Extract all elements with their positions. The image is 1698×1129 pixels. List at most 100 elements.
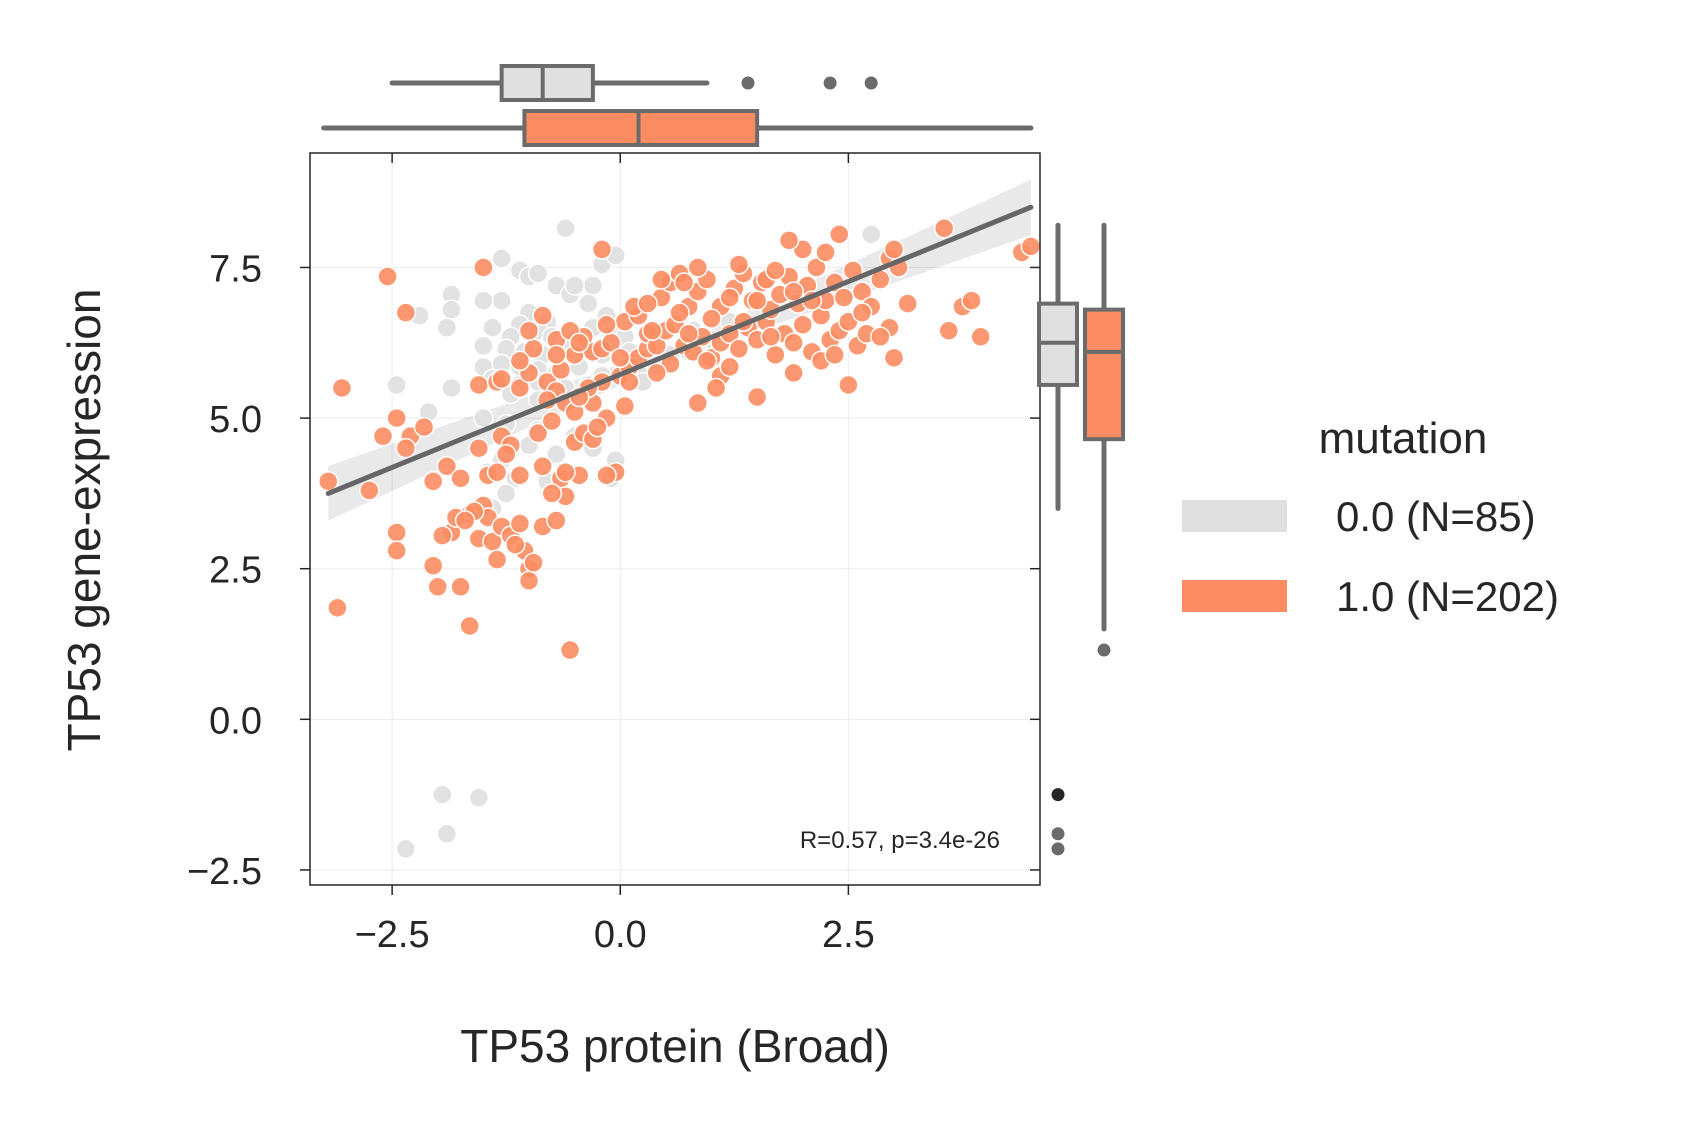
scatter-point xyxy=(436,456,458,477)
scatter-point xyxy=(719,287,740,308)
scatter-point xyxy=(523,552,544,573)
legend-label-mutation-0: 0.0 (N=85) xyxy=(1336,493,1536,540)
scatter-point xyxy=(450,576,471,598)
scatter-point xyxy=(851,281,873,302)
scatter-point xyxy=(760,326,782,348)
scatter-point xyxy=(578,293,599,314)
correlation-annotation: R=0.57, p=3.4e-26 xyxy=(800,827,1000,854)
scatter-point xyxy=(427,576,448,598)
scatter-point xyxy=(970,326,991,348)
scatter-point xyxy=(505,534,526,555)
scatter-point xyxy=(705,377,727,399)
series-points-mutation-1 xyxy=(318,218,1042,661)
scatter-point xyxy=(696,350,718,372)
legend-label-mutation-1: 1.0 (N=202) xyxy=(1336,573,1559,620)
scatter-point xyxy=(413,416,435,438)
x-box xyxy=(499,64,595,102)
scatter-point xyxy=(331,377,353,399)
scatter-point xyxy=(778,230,800,251)
scatter-point xyxy=(527,263,549,284)
legend: mutation 0.0 (N=85) 1.0 (N=202) xyxy=(1182,414,1559,620)
scatter-point xyxy=(432,784,453,805)
scatter-point xyxy=(651,269,672,290)
x-box-outlier xyxy=(741,76,755,90)
x-marginal-boxplots xyxy=(321,64,1034,147)
scatter-point xyxy=(546,510,567,531)
scatter-point xyxy=(806,257,827,278)
legend-swatch-mutation-1 xyxy=(1182,580,1287,612)
x-tick-label: 2.5 xyxy=(822,914,875,956)
scatter-point xyxy=(596,465,617,486)
scatter-point xyxy=(829,224,850,245)
scatter-point xyxy=(568,332,590,354)
scatter-point xyxy=(559,639,581,661)
scatter-point xyxy=(450,468,471,489)
regression-line xyxy=(325,204,1034,496)
regression-line-path xyxy=(325,204,1034,496)
scatter-point xyxy=(1020,236,1042,257)
scatter-point xyxy=(441,299,462,320)
scatter-point xyxy=(746,386,768,408)
scatter-point xyxy=(386,407,407,429)
scatter-point xyxy=(491,290,512,311)
scatter-plot-area: −2.5 0.0 2.5 −2.5 0.0 2.5 5.0 7.5 R=0.57, p=3.… xyxy=(187,152,1042,956)
y-box-outlier xyxy=(1051,788,1065,802)
scatter-point xyxy=(824,344,845,366)
scatter-point xyxy=(783,332,804,354)
scatter-point xyxy=(532,305,553,326)
legend-swatch-mutation-0 xyxy=(1182,500,1287,532)
scatter-point xyxy=(546,344,567,366)
scatter-point xyxy=(518,320,540,341)
scatter-point xyxy=(527,422,549,444)
scatter-point xyxy=(687,257,709,278)
scatter-point xyxy=(491,368,512,390)
x-box xyxy=(522,109,760,147)
scatter-point xyxy=(792,314,813,335)
scatter-point xyxy=(432,525,453,546)
y-box xyxy=(1083,307,1125,442)
scatter-point xyxy=(468,374,490,396)
scatter-point xyxy=(327,597,348,619)
y-tick-label: 0.0 xyxy=(209,700,262,742)
scatter-point xyxy=(422,471,444,492)
scatter-point xyxy=(359,480,380,501)
scatter-point xyxy=(833,287,855,308)
scatter-point xyxy=(441,377,462,399)
scatter-point xyxy=(468,437,490,459)
scatter-point xyxy=(564,275,585,296)
scatter-point xyxy=(486,549,508,570)
scatter-point xyxy=(870,326,891,348)
scatter-point xyxy=(883,239,905,260)
scatter-point xyxy=(491,248,512,269)
scatter-point xyxy=(687,392,709,414)
y-tick-label: 2.5 xyxy=(209,550,262,592)
scatter-point xyxy=(436,317,458,338)
scatter-point xyxy=(372,425,394,447)
y-marginal-boxplots xyxy=(1037,222,1125,856)
scatter-point xyxy=(386,540,407,561)
scatter-point xyxy=(509,465,531,486)
scatter-point xyxy=(386,374,407,396)
scatter-point xyxy=(719,356,740,378)
y-tick-label: −2.5 xyxy=(187,851,262,893)
x-tick-label: 0.0 xyxy=(594,914,647,956)
scatter-point xyxy=(509,377,531,399)
y-axis-ticks: −2.5 0.0 2.5 5.0 7.5 xyxy=(187,248,1040,893)
scatter-point xyxy=(395,838,417,860)
scatter-point xyxy=(610,347,631,369)
scatter-point xyxy=(532,456,553,477)
scatter-point xyxy=(883,347,905,369)
scatter-point xyxy=(783,362,804,384)
scatter-point xyxy=(509,513,531,534)
scatter-point xyxy=(422,555,444,576)
y-box-outlier xyxy=(1097,643,1111,657)
scatter-point xyxy=(468,787,490,808)
scatter-point xyxy=(486,462,508,483)
scatter-point xyxy=(395,302,417,323)
scatter-point xyxy=(596,314,617,335)
scatter-point xyxy=(938,320,959,341)
scatter-point xyxy=(815,242,836,263)
scatter-point xyxy=(454,510,476,531)
scatter-point xyxy=(509,350,531,372)
